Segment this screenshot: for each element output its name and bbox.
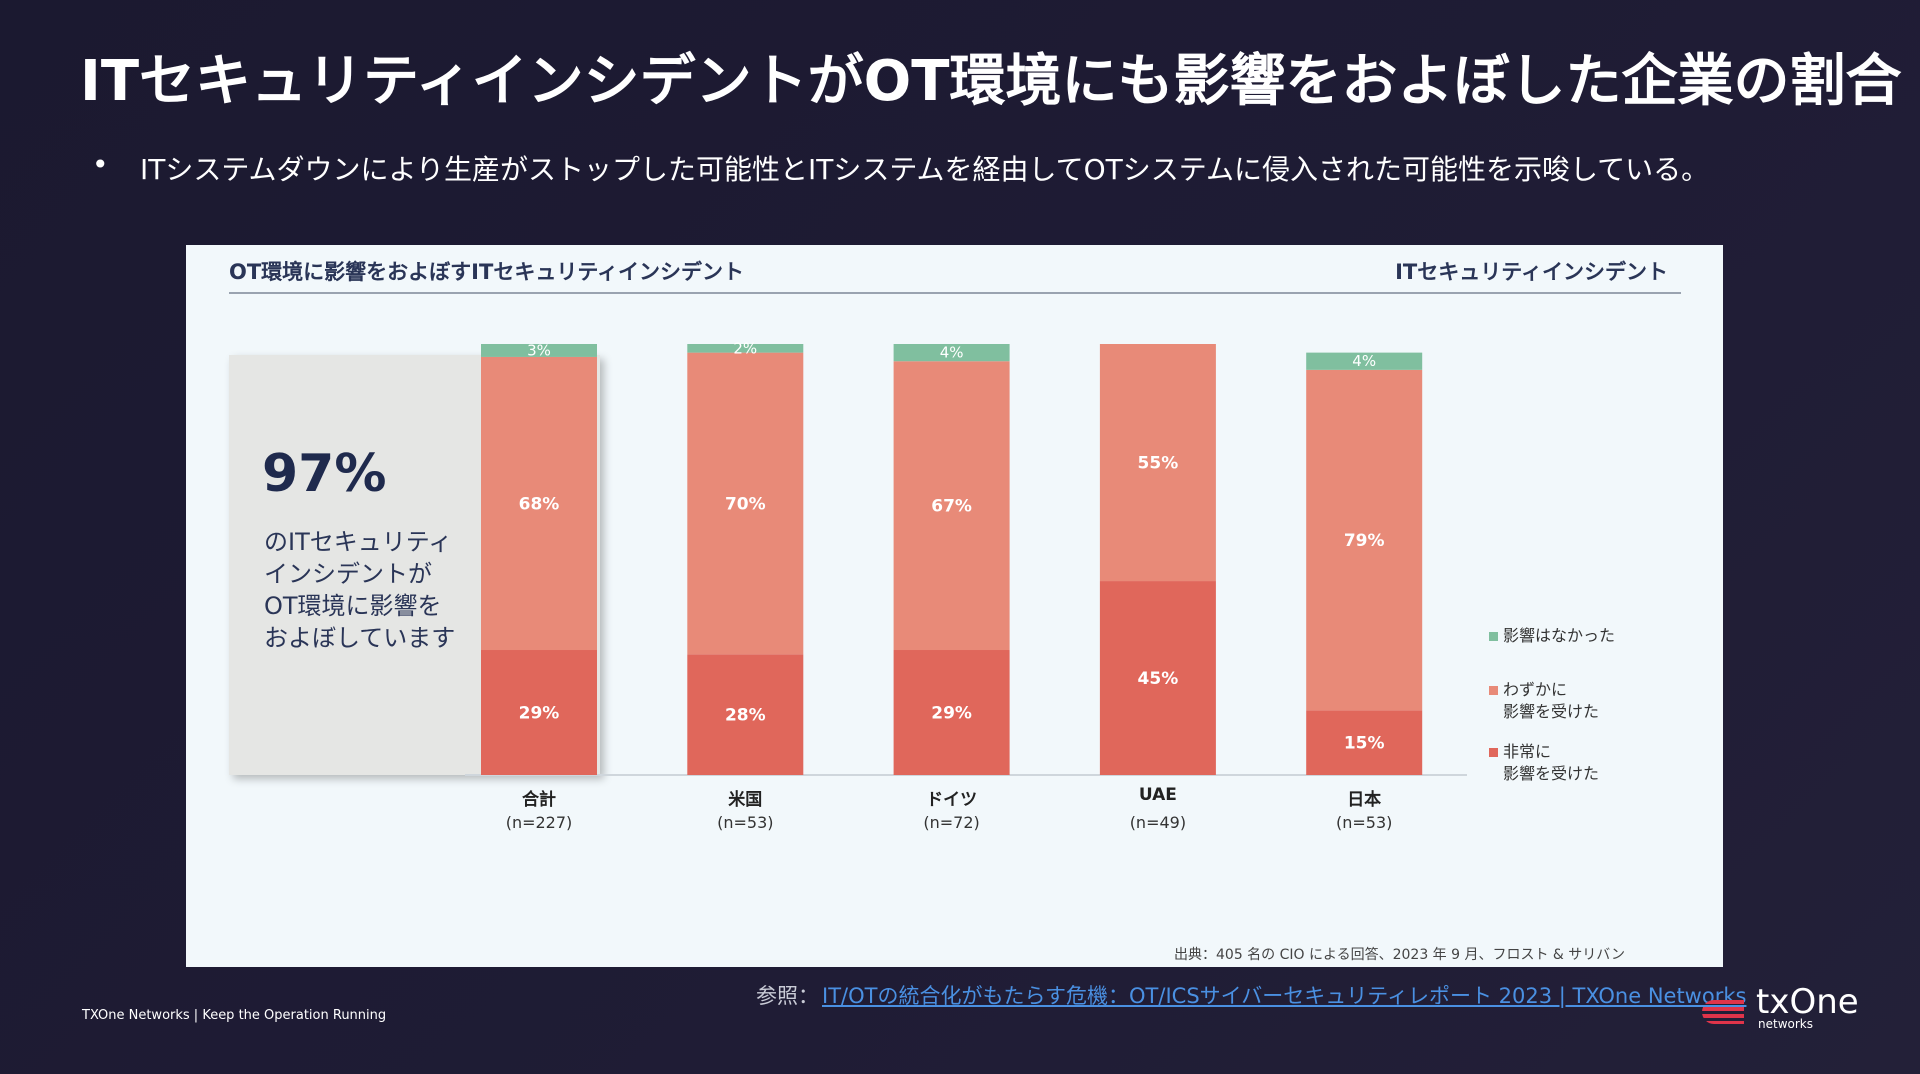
callout-text: のITセキュリティ インシデントが OT環境に影響を およぼしています [264, 528, 456, 652]
bar-segment [893, 361, 1010, 651]
sample-size: (n=53) [717, 813, 774, 832]
value-label: 67% [931, 497, 972, 517]
x-tick-label: 米国 [728, 790, 763, 810]
bar-segment [1306, 352, 1423, 370]
callout-value: 97% [262, 444, 387, 504]
header-rule [229, 292, 1681, 294]
logo-sub: networks [1758, 1017, 1813, 1031]
source-note: 出典：405 名の CIO による回答、2023 年 9 月、フロスト & サリ… [1174, 947, 1625, 963]
value-label: 70% [725, 494, 766, 514]
bar-segment [1099, 344, 1216, 582]
bar-segment [1306, 369, 1423, 711]
bar-segment [687, 352, 804, 655]
sample-size: (n=227) [505, 813, 573, 832]
reference-link[interactable]: IT/OTの統合化がもたらす危機：OT/ICSサイバーセキュリティレポート 20… [822, 984, 1747, 1008]
bar-segment [687, 654, 804, 775]
footer: TXOne Networks | Keep the Operation Runn… [82, 1008, 387, 1023]
value-label: 45% [1138, 669, 1179, 689]
value-label: 4% [940, 344, 964, 362]
sample-size: (n=49) [1129, 813, 1187, 832]
value-label: 4% [1352, 352, 1376, 370]
bar-segment [687, 344, 804, 353]
bar-segment [481, 356, 597, 651]
x-tick-label: 日本 [1347, 790, 1382, 810]
value-label: 3% [527, 341, 551, 359]
legend-swatch [1489, 632, 1498, 641]
legend-swatch [1489, 748, 1498, 757]
value-label: 29% [931, 704, 972, 724]
bar-segment [893, 344, 1010, 362]
value-label: 29% [519, 704, 560, 724]
logo-text: txOne [1756, 982, 1859, 1022]
legend-label: 非常に 影響を受けた [1503, 742, 1600, 783]
value-label: 15% [1344, 734, 1385, 754]
value-label: 79% [1344, 531, 1385, 551]
bar-segment [481, 344, 597, 357]
legend-swatch [1489, 686, 1498, 695]
legend-label: 影響はなかった [1503, 626, 1616, 645]
bar-segment [481, 650, 597, 775]
value-label: 55% [1138, 454, 1179, 474]
chart-title: OT環境に影響をおよぼすITセキュリティインシデント [229, 260, 745, 284]
bar-segment [1306, 710, 1423, 775]
slide-title: ITセキュリティインシデントがOT環境にも影響をおよぼした企業の割合 [80, 49, 1902, 114]
sample-size: (n=53) [1335, 813, 1393, 832]
logo-mark [1702, 1000, 1744, 1024]
x-tick-label: ドイツ [926, 790, 978, 810]
bar-segment [1099, 581, 1216, 775]
x-tick-label: 合計 [522, 790, 556, 810]
reference-label: 参照： [756, 984, 819, 1008]
sample-size: (n=72) [923, 813, 980, 832]
bullet-dot: • [92, 148, 109, 181]
value-label: 28% [725, 706, 766, 726]
value-label: 2% [733, 339, 757, 357]
chart-subtitle: ITセキュリティインシデント [1395, 260, 1668, 284]
bar-segment [893, 650, 1010, 775]
x-tick-label: UAE [1138, 785, 1177, 805]
legend-label: わずかに 影響を受けた [1503, 680, 1600, 721]
value-label: 68% [519, 494, 560, 514]
bullet-text: ITシステムダウンにより生産がストップした可能性とITシステムを経由してOTシス… [140, 153, 1710, 186]
